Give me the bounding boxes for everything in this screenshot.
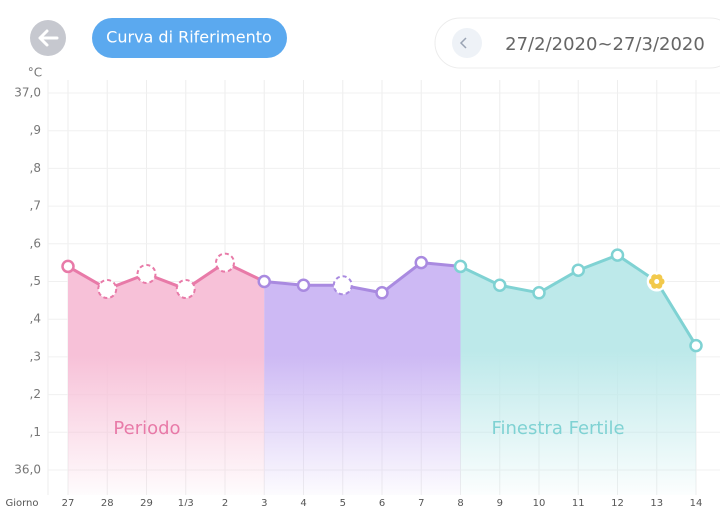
x-label: Giorno <box>5 498 38 506</box>
marker <box>257 274 271 289</box>
x-tick-label: 9 <box>497 498 503 506</box>
predicted-marker <box>215 252 235 273</box>
x-tick-label: 5 <box>340 498 346 506</box>
x-tick-label: 1/3 <box>178 498 194 506</box>
y-tick-label: ,8 <box>30 161 41 175</box>
y-tick-label: ,2 <box>30 387 41 401</box>
y-tick-label: ,4 <box>30 312 41 326</box>
area <box>264 262 461 495</box>
marker <box>571 263 585 277</box>
x-tick-label: 10 <box>533 498 546 506</box>
flower-center <box>654 279 660 284</box>
pill-title: Curva di Riferimento <box>106 28 272 47</box>
back-arrow <box>38 29 59 47</box>
phase-label: Periodo <box>113 418 180 439</box>
date-box[interactable] <box>434 17 720 69</box>
x-tick-label: 7 <box>418 498 424 506</box>
y-tick-label: ,9 <box>30 123 41 137</box>
reference-pill[interactable] <box>92 18 287 58</box>
y-tick-label: ,7 <box>30 199 41 213</box>
x-tick-label: 4 <box>300 498 306 506</box>
x-tick-label: 6 <box>379 498 385 506</box>
y-tick-label: 37,0 <box>14 86 41 100</box>
x-tick-label: 27 <box>62 498 75 506</box>
x-tick-label: 8 <box>457 498 463 506</box>
y-tick-label: ,1 <box>30 425 41 439</box>
x-tick-label: 29 <box>140 498 153 506</box>
marker <box>414 255 428 270</box>
marker <box>375 286 389 300</box>
predicted-marker <box>332 275 353 296</box>
date-range: 27/2/2020~27/3/2020 <box>505 34 705 55</box>
marker <box>689 338 703 353</box>
marker <box>532 286 546 300</box>
marker <box>493 278 507 293</box>
predicted-marker <box>175 279 196 300</box>
x-tick-label: 13 <box>650 498 663 506</box>
phase-label: Finestra Fertile <box>491 418 624 439</box>
x-tick-label: 28 <box>101 498 114 506</box>
y-unit: °C <box>28 66 42 80</box>
y-tick-label: ,3 <box>30 349 41 363</box>
x-tick-label: 11 <box>572 498 585 506</box>
x-tick-label: 3 <box>261 498 267 506</box>
marker <box>296 278 311 293</box>
marker <box>610 248 625 262</box>
marker <box>61 259 75 274</box>
predicted-marker <box>97 279 118 300</box>
area <box>68 262 265 495</box>
x-tick-label: 2 <box>222 498 228 506</box>
marker <box>453 259 468 274</box>
y-tick-label: ,6 <box>30 236 41 250</box>
y-tick-label: ,5 <box>30 274 41 288</box>
date-icon-arrow <box>459 37 467 49</box>
predicted-marker <box>136 263 157 284</box>
x-tick-label: 12 <box>611 498 624 506</box>
x-tick-label: 14 <box>690 498 703 506</box>
y-tick-label: 36,0 <box>14 463 41 477</box>
area <box>460 255 696 495</box>
date-icon <box>452 28 482 58</box>
